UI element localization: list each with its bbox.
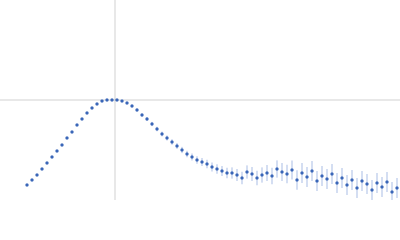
point [335, 181, 339, 185]
point [80, 117, 84, 121]
point [155, 127, 159, 131]
point [130, 104, 134, 108]
chart [0, 0, 400, 200]
point [95, 102, 99, 106]
point [330, 172, 334, 176]
point [340, 176, 344, 180]
point [175, 144, 179, 148]
point [45, 161, 49, 165]
point [395, 186, 399, 190]
point [30, 178, 34, 182]
point [265, 171, 269, 175]
point [215, 167, 219, 171]
point [255, 176, 259, 180]
point [25, 183, 29, 187]
point [290, 168, 294, 172]
point [355, 186, 359, 190]
point [195, 158, 199, 162]
point [105, 98, 109, 102]
point [225, 171, 229, 175]
point [270, 174, 274, 178]
point [190, 155, 194, 159]
point [170, 140, 174, 144]
point [200, 160, 204, 164]
point [140, 113, 144, 117]
point [165, 136, 169, 140]
point [360, 179, 364, 183]
point [220, 169, 224, 173]
point [145, 117, 149, 121]
point [285, 172, 289, 176]
point [390, 190, 394, 194]
point [85, 111, 89, 115]
point [275, 167, 279, 171]
point [210, 165, 214, 169]
point [345, 183, 349, 187]
point [250, 172, 254, 176]
point [180, 148, 184, 152]
point [90, 106, 94, 110]
point [60, 143, 64, 147]
point [385, 180, 389, 184]
point [260, 173, 264, 177]
point [185, 152, 189, 156]
point [310, 169, 314, 173]
point [305, 175, 309, 179]
point [315, 179, 319, 183]
point [375, 181, 379, 185]
point [70, 130, 74, 134]
point [75, 123, 79, 127]
point [100, 99, 104, 103]
point [35, 173, 39, 177]
point [120, 99, 124, 103]
point [160, 132, 164, 136]
point [380, 185, 384, 189]
point [125, 101, 129, 105]
point [320, 174, 324, 178]
point [65, 136, 69, 140]
point [150, 122, 154, 126]
point [365, 182, 369, 186]
point [205, 162, 209, 166]
point [245, 170, 249, 174]
point [55, 149, 59, 153]
point [110, 98, 114, 102]
point [230, 171, 234, 175]
point [115, 98, 119, 102]
point [325, 177, 329, 181]
point [40, 167, 44, 171]
point [280, 170, 284, 174]
page: {"chart_data": {"type": "scatter", "x": … [0, 0, 400, 200]
point [300, 171, 304, 175]
point [295, 178, 299, 182]
point [135, 108, 139, 112]
point [350, 178, 354, 182]
point [235, 173, 239, 177]
point [50, 155, 54, 159]
point [370, 188, 374, 192]
point [240, 176, 244, 180]
